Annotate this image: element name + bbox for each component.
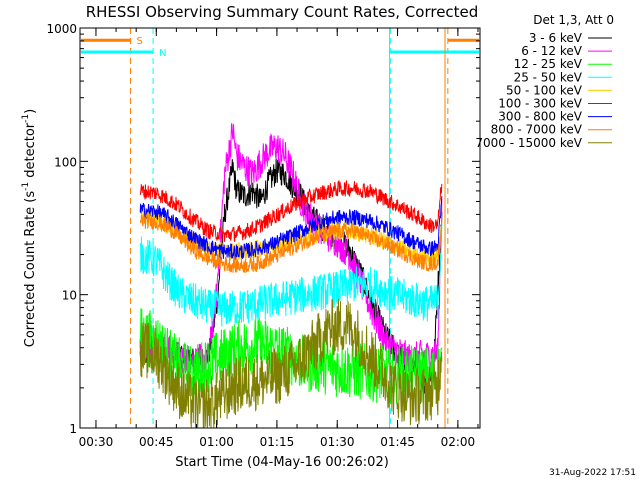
y-axis-label-end: )	[23, 109, 38, 114]
series-line-3	[139, 224, 443, 327]
y-axis-label-main: Corrected Count Rate (s	[23, 191, 38, 348]
legend-label: 100 - 300 keV	[498, 97, 582, 111]
legend-label: 25 - 50 keV	[514, 70, 583, 84]
y-axis-label-sup2: -1	[21, 114, 31, 123]
series-line-7	[139, 213, 443, 274]
series-lines	[139, 123, 443, 429]
legend-label: 12 - 25 keV	[514, 57, 583, 71]
y-tick-label: 1000	[46, 22, 77, 36]
legend-label: 50 - 100 keV	[506, 83, 583, 97]
marker-label: S	[137, 36, 143, 47]
y-tick-label: 10	[62, 289, 77, 303]
y-axis-label-sup1: -1	[21, 182, 31, 191]
x-tick-label: 01:15	[260, 435, 295, 449]
y-axis: 1 10 100 1000	[46, 22, 480, 436]
series-line-5	[139, 179, 443, 243]
timestamp-annotation: 31-Aug-2022 17:51	[549, 468, 636, 478]
x-tick-label: 01:00	[199, 435, 234, 449]
x-tick-label: 00:45	[139, 435, 174, 449]
legend-label: 7000 - 15000 keV	[475, 136, 582, 150]
series-line-8	[139, 298, 443, 429]
legend-title: Det 1,3, Att 0	[533, 13, 614, 27]
x-tick-label: 00:30	[79, 435, 114, 449]
chart-title: RHESSI Observing Summary Count Rates, Co…	[86, 3, 479, 21]
x-tick-label: 02:00	[441, 435, 476, 449]
legend-label: 300 - 800 keV	[498, 110, 582, 124]
y-tick-label: 100	[54, 155, 77, 169]
legend-label: 800 - 7000 keV	[491, 123, 583, 137]
x-axis-label: Start Time (04-May-16 00:26:02)	[175, 455, 389, 470]
legend-label: 6 - 12 keV	[521, 44, 583, 58]
y-tick-label: 1	[69, 422, 77, 436]
marker-label: N	[159, 48, 166, 59]
x-tick-label: 01:30	[320, 435, 355, 449]
x-axis: 00:30 00:45 01:00 01:15 01:30 01:45 02:00	[79, 28, 479, 449]
x-tick-label: 01:45	[380, 435, 415, 449]
y-axis-label-mid: detector	[23, 122, 38, 182]
legend-label: 3 - 6 keV	[529, 31, 583, 45]
y-axis-label: Corrected Count Rate (s-1 detector-1)	[21, 109, 38, 347]
plot-frame	[79, 27, 481, 429]
